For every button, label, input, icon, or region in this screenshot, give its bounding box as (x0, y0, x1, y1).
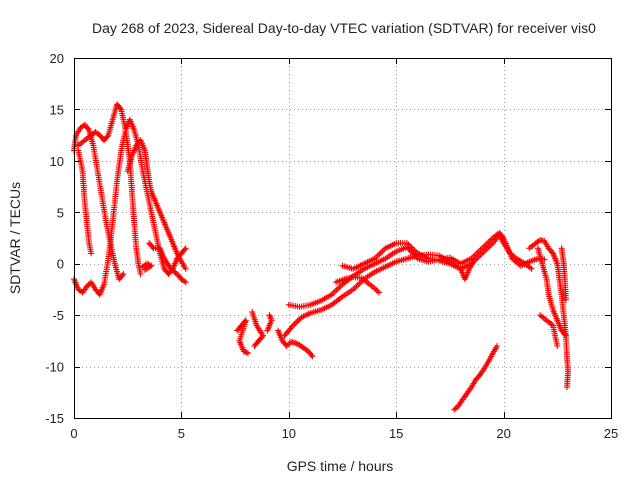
data-point (182, 265, 189, 272)
x-tick-label: 0 (70, 426, 77, 441)
y-tick-label: 5 (57, 205, 64, 220)
data-point (562, 296, 569, 303)
series-arc7 (139, 260, 155, 273)
series-arc18 (534, 245, 569, 339)
series-arc20 (558, 245, 569, 303)
chart-title: Day 268 of 2023, Sidereal Day-to-day VTE… (92, 20, 596, 36)
data-point (562, 332, 569, 339)
data-point (297, 315, 304, 322)
data-point (413, 254, 420, 261)
series-arc19 (537, 312, 561, 349)
data-point (554, 343, 561, 349)
data-point (149, 244, 156, 250)
data-point (291, 321, 298, 328)
y-tick-label: 15 (50, 102, 64, 117)
data-point (84, 125, 91, 132)
data-point (290, 322, 297, 329)
data-point (499, 233, 506, 240)
data-point (373, 286, 380, 293)
data-point (240, 348, 247, 355)
data-point (451, 406, 458, 413)
data-point (120, 271, 127, 277)
data-point (528, 265, 535, 272)
data-point (249, 309, 256, 316)
data-point (286, 340, 293, 347)
data-point (308, 352, 315, 358)
data-point (283, 343, 290, 349)
data-point (452, 405, 459, 412)
series-arc3 (75, 101, 144, 277)
data-point (561, 331, 568, 338)
data-point (119, 272, 126, 279)
data-point (244, 350, 251, 357)
data-point (181, 246, 188, 253)
axis-ticks: 0 5 10 15 20 25 -15 -10 -5 0 5 10 15 20 (45, 51, 618, 441)
data-point (563, 384, 570, 391)
data-point (242, 348, 249, 355)
series-arc15 (339, 240, 477, 283)
data-point (470, 258, 477, 265)
data-point (243, 349, 250, 356)
series-arc17 (526, 237, 572, 391)
series-arc5 (124, 137, 189, 272)
data-point (182, 245, 189, 252)
y-axis-label: SDTVAR / TECUs (7, 182, 23, 294)
data-point (117, 105, 124, 112)
series-arc2 (71, 121, 127, 283)
series-arc14 (333, 274, 383, 296)
data-point (137, 271, 144, 277)
x-tick-label: 25 (604, 426, 618, 441)
y-tick-label: 20 (50, 51, 64, 66)
data-point (293, 340, 300, 347)
y-tick-label: -15 (45, 411, 64, 426)
data-point (181, 278, 188, 285)
data-points (71, 101, 572, 413)
y-tick-label: 10 (50, 154, 64, 169)
series-arc8 (234, 317, 251, 357)
data-point (294, 318, 301, 325)
series-arc13 (285, 229, 548, 310)
x-tick-label: 20 (496, 426, 510, 441)
data-point (266, 312, 273, 319)
data-point (144, 260, 151, 267)
x-tick-label: 15 (389, 426, 403, 441)
data-point (182, 279, 189, 286)
series-arc9 (249, 309, 267, 349)
data-point (376, 289, 383, 296)
x-axis-label: GPS time / hours (287, 458, 394, 474)
data-point (285, 341, 292, 348)
data-point (85, 281, 92, 288)
y-tick-label: 0 (57, 257, 64, 272)
data-point (104, 133, 111, 140)
series-arc6 (146, 240, 189, 286)
series-arc4 (75, 147, 95, 257)
data-point (141, 266, 148, 273)
data-point (371, 285, 378, 292)
data-point (83, 283, 90, 290)
data-point (292, 319, 299, 326)
data-point (88, 250, 95, 257)
data-point (295, 316, 302, 323)
x-tick-label: 10 (282, 426, 296, 441)
x-tick-label: 5 (178, 426, 185, 441)
y-tick-label: -10 (45, 360, 64, 375)
data-point (494, 343, 501, 349)
data-point (374, 288, 381, 295)
series-arc11 (275, 327, 316, 360)
y-tick-label: -5 (52, 308, 64, 323)
data-point (292, 339, 299, 346)
plot-frame (74, 58, 612, 419)
data-point (309, 353, 316, 360)
series-arc10 (264, 312, 275, 334)
series-arc16 (451, 343, 501, 413)
